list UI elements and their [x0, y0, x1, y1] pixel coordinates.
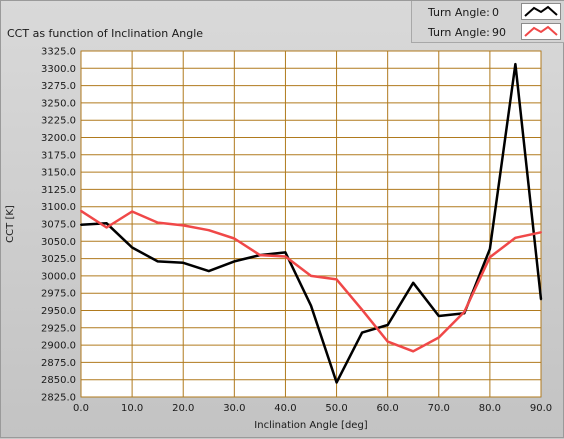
series-0-point [335, 381, 338, 384]
series-0-point [361, 331, 364, 334]
series-0-point [488, 247, 491, 250]
chart-title: CCT as function of Inclination Angle [7, 27, 204, 40]
legend-label: Turn Angle: [428, 26, 490, 39]
series-1-point [80, 209, 82, 212]
series-0-point [156, 260, 159, 263]
y-tick-label: 2875.0 [41, 358, 76, 369]
series-1-point [463, 310, 466, 313]
y-tick-label: 2975.0 [41, 289, 76, 300]
legend-item-series-1[interactable]: Turn Angle: 90 [412, 22, 564, 42]
x-tick-label: 0.0 [73, 403, 89, 414]
x-tick-label: 70.0 [428, 403, 450, 414]
x-tick-label: 20.0 [172, 403, 194, 414]
series-1-point [361, 308, 364, 311]
series-1-point [182, 224, 185, 227]
y-tick-label: 2850.0 [41, 375, 76, 386]
y-tick-label: 3300.0 [41, 64, 76, 75]
series-1-point [131, 210, 134, 213]
y-tick-label: 3075.0 [41, 220, 76, 231]
series-0-point [514, 63, 517, 66]
x-tick-label: 80.0 [479, 403, 501, 414]
series-1-point [310, 274, 312, 277]
legend-label: Turn Angle: [428, 6, 490, 19]
y-tick-label: 3250.0 [41, 98, 76, 109]
series-1-point [437, 336, 440, 339]
series-1-point [233, 237, 236, 240]
series-0-point [182, 261, 185, 264]
series-0-point [284, 251, 287, 254]
series-0-point [233, 260, 236, 263]
y-tick-label: 3175.0 [41, 150, 76, 161]
y-tick-label: 2900.0 [41, 341, 76, 352]
x-tick-label: 60.0 [377, 403, 399, 414]
legend: Turn Angle: 0 Turn Angle: 90 [411, 1, 564, 43]
series-0-point [131, 246, 134, 249]
series-1-point [335, 278, 338, 281]
legend-swatch-black[interactable] [521, 3, 561, 20]
legend-value: 0 [492, 6, 499, 19]
x-axis-title: Inclination Angle [deg] [254, 420, 368, 431]
legend-swatch-red[interactable] [521, 23, 561, 40]
series-1-point [207, 229, 210, 232]
y-tick-label: 3325.0 [41, 47, 76, 58]
y-axis-title: CCT [K] [5, 205, 16, 243]
series-1-point [514, 236, 517, 239]
series-0-point [310, 304, 312, 307]
series-1-point [105, 226, 108, 229]
series-1-point [156, 221, 159, 224]
x-tick-label: 30.0 [223, 403, 245, 414]
y-tick-label: 3125.0 [41, 185, 76, 196]
series-1-point [386, 340, 389, 343]
y-tick-label: 3225.0 [41, 116, 76, 127]
x-tick-label: 90.0 [530, 403, 552, 414]
series-0-point [207, 270, 210, 273]
y-tick-label: 3200.0 [41, 133, 76, 144]
series-1-point [284, 255, 287, 258]
y-tick-label: 3025.0 [41, 254, 76, 265]
series-1-point [488, 256, 491, 259]
series-1-point [412, 350, 415, 353]
legend-item-series-0[interactable]: Turn Angle: 0 [412, 2, 564, 22]
series-1-point [540, 231, 542, 234]
y-tick-label: 2950.0 [41, 306, 76, 317]
y-tick-label: 3050.0 [41, 237, 76, 248]
legend-line-icon [524, 25, 558, 37]
legend-value: 90 [492, 26, 506, 39]
series-0-point [540, 298, 542, 301]
x-tick-label: 40.0 [274, 403, 296, 414]
series-1-point [258, 254, 261, 257]
series-0-point [437, 315, 440, 318]
y-tick-label: 2825.0 [41, 393, 76, 404]
legend-line-icon [524, 5, 558, 17]
y-tick-label: 3000.0 [41, 271, 76, 282]
y-tick-label: 3275.0 [41, 81, 76, 92]
x-tick-label: 10.0 [121, 403, 143, 414]
series-0-point [80, 223, 82, 226]
series-0-point [386, 324, 389, 327]
series-0-point [105, 222, 108, 225]
x-tick-label: 50.0 [325, 403, 347, 414]
y-tick-label: 3150.0 [41, 168, 76, 179]
y-tick-label: 3100.0 [41, 202, 76, 213]
series-0-point [412, 281, 415, 284]
y-tick-label: 2925.0 [41, 323, 76, 334]
